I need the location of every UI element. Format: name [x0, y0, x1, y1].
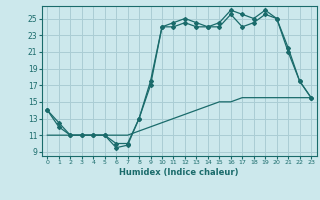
X-axis label: Humidex (Indice chaleur): Humidex (Indice chaleur): [119, 168, 239, 177]
